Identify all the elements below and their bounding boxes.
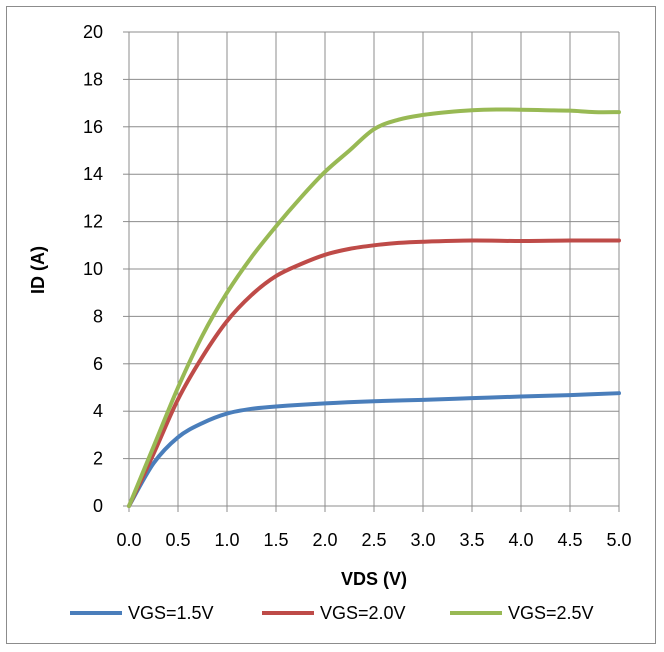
y-tick-label: 2 [93, 449, 103, 469]
x-tick-label: 2.5 [361, 530, 386, 550]
x-tick-label: 3.0 [410, 530, 435, 550]
legend: VGS=1.5V VGS=2.0V VGS=2.5V [70, 603, 594, 623]
y-tick-label: 20 [83, 22, 103, 42]
x-tick-label: 5.0 [606, 530, 631, 550]
x-tick-label: 4.5 [557, 530, 582, 550]
x-tick-label: 2.0 [312, 530, 337, 550]
series-line-1 [127, 391, 621, 508]
y-tick-label: 8 [93, 306, 103, 326]
series-line-3 [127, 107, 621, 508]
y-tick-label: 18 [83, 69, 103, 89]
y-tick-label: 6 [93, 354, 103, 374]
series-layer [127, 107, 621, 508]
chart-frame [6, 6, 656, 644]
x-tick-label: 0.0 [116, 530, 141, 550]
y-tick-label: 0 [93, 496, 103, 516]
x-tick-label: 4.0 [508, 530, 533, 550]
y-axis-ticks: 0 2 4 6 8 10 12 14 16 18 20 [83, 22, 103, 516]
x-tick-label: 0.5 [165, 530, 190, 550]
x-tick-label: 3.5 [459, 530, 484, 550]
grid-layer [123, 31, 620, 512]
legend-label-3: VGS=2.5V [508, 603, 594, 623]
y-tick-label: 14 [83, 164, 103, 184]
y-tick-label: 12 [83, 212, 103, 232]
legend-label-2: VGS=2.0V [320, 603, 406, 623]
x-tick-label: 1.5 [263, 530, 288, 550]
legend-label-1: VGS=1.5V [128, 603, 214, 623]
x-axis-title: VDS (V) [341, 569, 407, 589]
y-axis-title: ID (A) [28, 246, 48, 294]
x-tick-label: 1.0 [214, 530, 239, 550]
x-axis-ticks: 0.0 0.5 1.0 1.5 2.0 2.5 3.0 3.5 4.0 4.5 5.0 [116, 530, 631, 550]
y-tick-label: 10 [83, 259, 103, 279]
series-line-2 [127, 238, 621, 508]
y-tick-label: 16 [83, 117, 103, 137]
y-tick-label: 4 [93, 401, 103, 421]
